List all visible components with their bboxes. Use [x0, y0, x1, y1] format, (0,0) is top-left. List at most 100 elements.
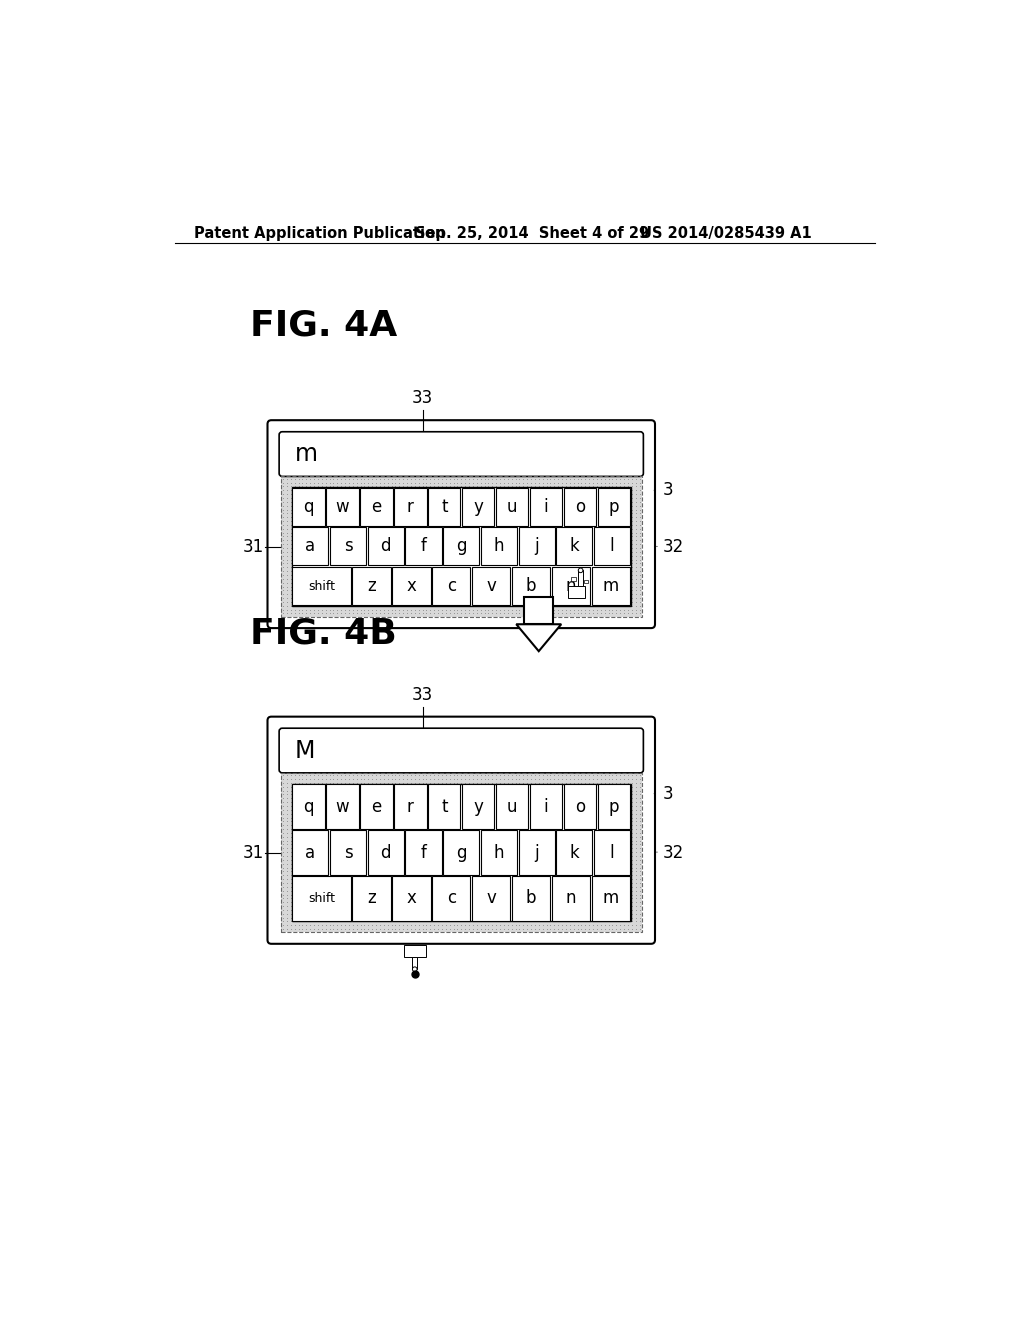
- Bar: [330, 528, 367, 565]
- Text: c: c: [446, 577, 456, 595]
- Text: 31: 31: [243, 539, 263, 556]
- Bar: [518, 528, 555, 565]
- Bar: [292, 488, 325, 525]
- Text: w: w: [336, 498, 349, 516]
- Bar: [584, 579, 588, 582]
- Bar: [360, 784, 392, 829]
- Bar: [462, 784, 495, 829]
- Circle shape: [579, 568, 583, 573]
- Text: h: h: [494, 537, 504, 556]
- FancyBboxPatch shape: [280, 729, 643, 774]
- Text: 33: 33: [412, 389, 433, 407]
- Bar: [292, 528, 329, 565]
- Bar: [556, 830, 593, 875]
- Bar: [392, 568, 430, 605]
- Bar: [428, 784, 461, 829]
- Bar: [292, 784, 631, 921]
- Bar: [594, 830, 630, 875]
- Bar: [360, 488, 392, 525]
- Text: FIG. 4B: FIG. 4B: [251, 616, 397, 651]
- Bar: [432, 876, 470, 921]
- Text: s: s: [344, 843, 352, 862]
- Text: y: y: [473, 797, 483, 816]
- Text: m: m: [295, 442, 317, 466]
- Bar: [368, 528, 403, 565]
- Text: e: e: [372, 498, 382, 516]
- Text: US 2014/0285439 A1: US 2014/0285439 A1: [640, 226, 811, 242]
- Bar: [512, 568, 550, 605]
- Bar: [564, 784, 596, 829]
- Text: 32: 32: [663, 843, 684, 862]
- Bar: [432, 568, 470, 605]
- Text: 3: 3: [663, 482, 674, 499]
- Text: i: i: [544, 498, 549, 516]
- Polygon shape: [403, 945, 426, 957]
- Text: d: d: [381, 843, 391, 862]
- Text: g: g: [456, 537, 467, 556]
- Polygon shape: [579, 570, 583, 586]
- Bar: [352, 568, 390, 605]
- Bar: [330, 830, 367, 875]
- Text: n: n: [566, 890, 577, 907]
- FancyBboxPatch shape: [280, 432, 643, 477]
- Bar: [481, 528, 517, 565]
- Text: v: v: [486, 890, 497, 907]
- Text: shift: shift: [308, 892, 335, 906]
- Bar: [481, 830, 517, 875]
- Bar: [327, 784, 358, 829]
- Text: l: l: [610, 843, 614, 862]
- Text: m: m: [603, 890, 620, 907]
- Bar: [462, 488, 495, 525]
- Bar: [556, 528, 593, 565]
- FancyBboxPatch shape: [267, 717, 655, 944]
- Bar: [564, 488, 596, 525]
- Bar: [598, 784, 630, 829]
- Text: f: f: [421, 537, 426, 556]
- Text: 31: 31: [243, 843, 263, 862]
- Text: j: j: [535, 843, 539, 862]
- Bar: [281, 477, 642, 616]
- Text: r: r: [407, 498, 414, 516]
- Bar: [394, 784, 427, 829]
- Bar: [281, 774, 642, 932]
- Bar: [292, 487, 631, 606]
- Text: f: f: [421, 843, 426, 862]
- Text: x: x: [407, 890, 417, 907]
- Text: t: t: [441, 797, 447, 816]
- Text: Sep. 25, 2014  Sheet 4 of 29: Sep. 25, 2014 Sheet 4 of 29: [415, 226, 649, 242]
- Text: s: s: [344, 537, 352, 556]
- Bar: [443, 528, 479, 565]
- Text: v: v: [486, 577, 497, 595]
- Bar: [552, 876, 590, 921]
- Text: g: g: [456, 843, 467, 862]
- Text: h: h: [494, 843, 504, 862]
- Circle shape: [413, 966, 417, 972]
- Bar: [281, 774, 642, 932]
- Text: 32: 32: [663, 539, 684, 556]
- Bar: [512, 876, 550, 921]
- Bar: [292, 830, 329, 875]
- Bar: [571, 577, 575, 581]
- Text: w: w: [336, 797, 349, 816]
- Polygon shape: [516, 624, 561, 651]
- Text: a: a: [305, 843, 315, 862]
- Bar: [292, 568, 350, 605]
- Bar: [472, 876, 510, 921]
- Text: m: m: [603, 577, 620, 595]
- Text: FIG. 4A: FIG. 4A: [251, 309, 397, 343]
- Text: n: n: [566, 577, 577, 595]
- Text: u: u: [507, 498, 517, 516]
- Text: k: k: [569, 537, 580, 556]
- Text: a: a: [305, 537, 315, 556]
- Text: shift: shift: [308, 579, 335, 593]
- Text: 33: 33: [412, 685, 433, 704]
- Bar: [392, 876, 430, 921]
- Bar: [292, 784, 325, 829]
- Text: j: j: [535, 537, 539, 556]
- Bar: [592, 876, 630, 921]
- Bar: [592, 568, 630, 605]
- Bar: [281, 477, 642, 616]
- Bar: [292, 876, 350, 921]
- Text: q: q: [303, 498, 313, 516]
- Bar: [529, 784, 562, 829]
